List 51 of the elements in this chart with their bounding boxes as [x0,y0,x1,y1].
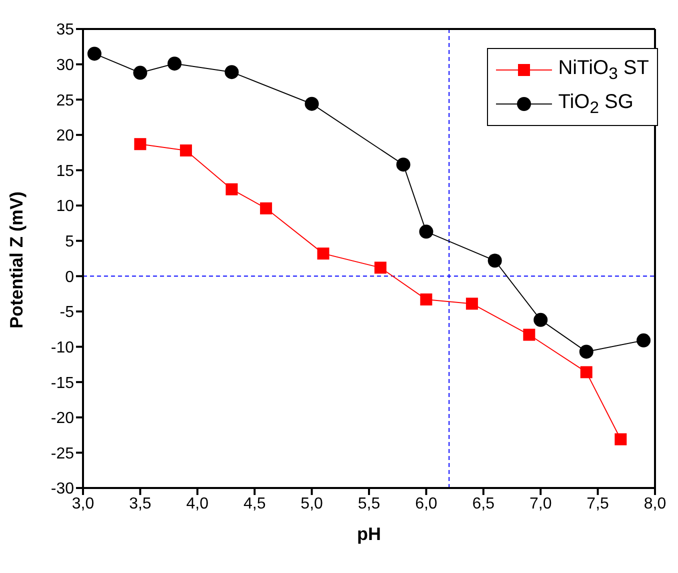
x-tick-label: 3,0 [72,495,94,512]
y-tick-label: -25 [50,445,74,462]
point [534,312,548,327]
point [614,433,627,446]
point [87,46,102,61]
x-tick-label: 8,0 [644,495,666,512]
point [636,333,651,348]
legend-label: NiTiO$_{3}$ ST [558,56,649,84]
point [374,262,386,274]
x-tick-label: 4,5 [243,495,266,512]
point [260,202,272,214]
point [419,224,434,239]
y-tick-label: 30 [56,56,74,74]
point [134,138,146,150]
y-tick-label: 10 [56,198,74,216]
y-tick-label: 0 [65,268,74,286]
y-tick-label: -15 [50,374,74,392]
y-tick-label: 15 [56,162,74,180]
point [133,66,148,80]
point [420,293,432,306]
point [304,96,319,111]
y-tick-label: -10 [50,339,74,356]
point [579,344,594,359]
point [488,254,502,268]
point [396,158,410,172]
point [224,65,239,80]
x-tick-label: 7,0 [529,495,552,512]
legend-label: TiO$_{2}$ SG [558,90,634,118]
x-tick-label: 3,5 [129,495,152,512]
point [180,144,192,156]
y-tick-label: 35 [56,22,74,39]
x-tick-label: 4,0 [186,495,209,512]
y-tick-label: -5 [60,304,74,322]
y-tick-label: -30 [50,480,74,498]
x-tick-label: 6,5 [472,495,495,512]
point [580,366,592,378]
y-tick-label: 25 [56,92,74,110]
x-axis-title: pH [357,524,381,544]
y-tick-label: 5 [65,234,74,251]
x-tick-label: 7,5 [586,495,610,512]
y-tick-label: -20 [50,410,74,428]
x-tick-label: 5,0 [300,495,324,512]
point [466,298,478,310]
point [523,328,536,341]
point [317,248,330,260]
point [226,183,238,196]
point [168,56,182,71]
y-tick-label: 20 [56,128,74,145]
x-tick-label: 6,0 [415,495,438,512]
y-axis-title: Potential Z (mV) [6,191,26,328]
x-tick-label: 5,5 [358,495,380,512]
